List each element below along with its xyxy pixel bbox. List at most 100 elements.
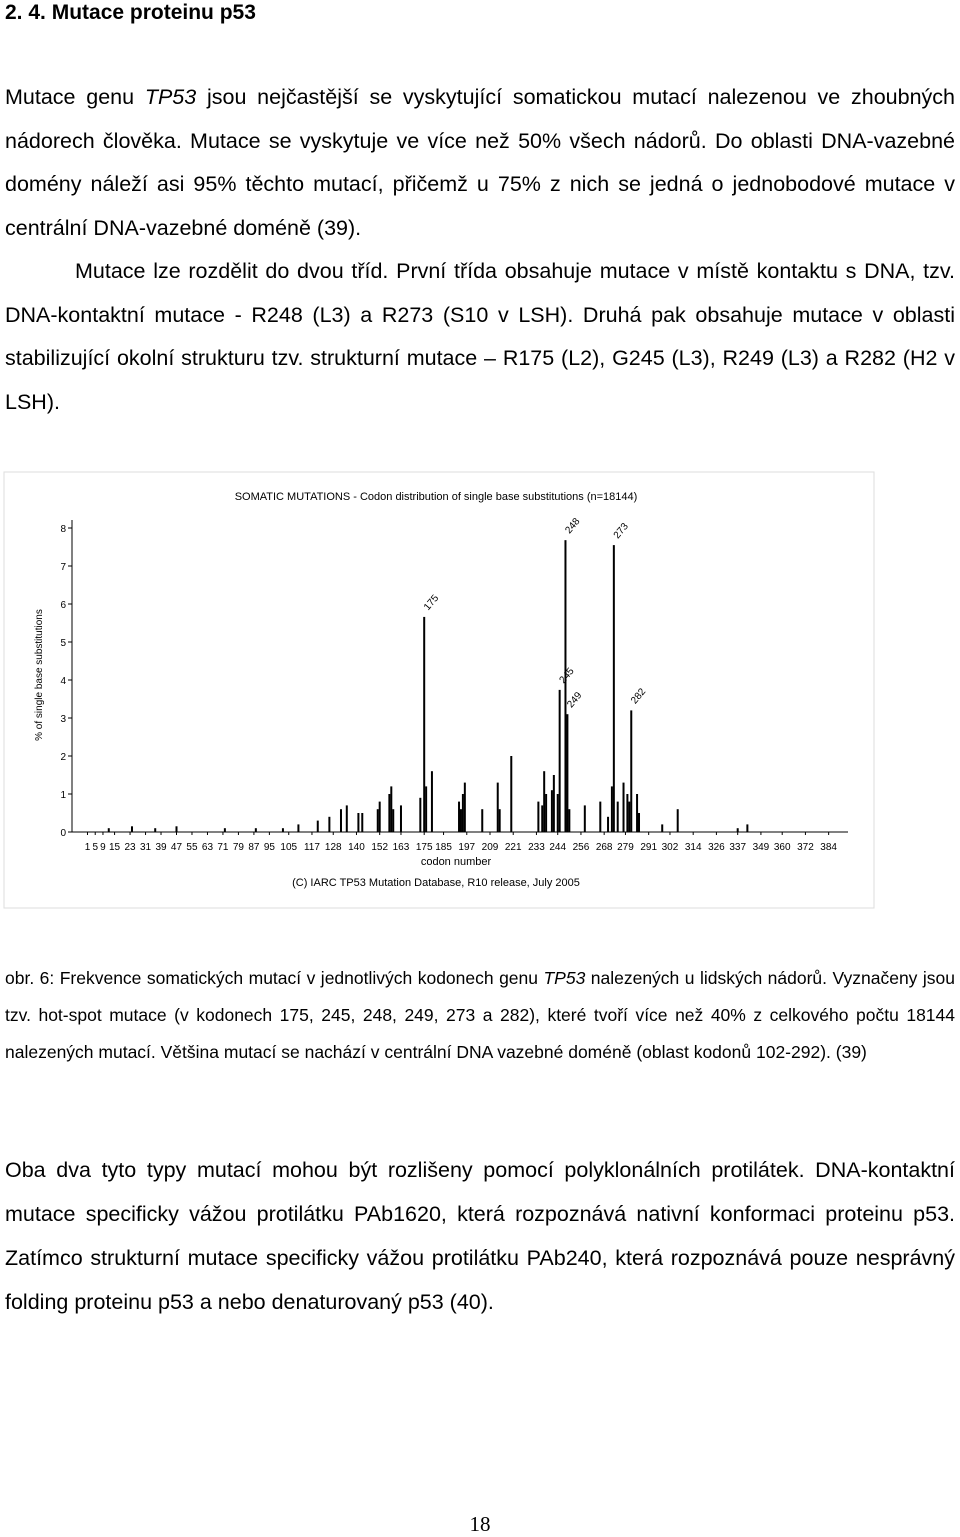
bar [676, 809, 679, 832]
x-tick-label: 55 [186, 842, 198, 853]
bar [339, 809, 342, 832]
x-tick-label: 63 [202, 842, 214, 853]
x-tick-label: 87 [248, 842, 260, 853]
x-tick-label: 221 [505, 842, 522, 853]
y-tick-label: 6 [60, 600, 66, 611]
bar [636, 794, 639, 832]
paragraph: Mutace genu TP53 jsou nejčastější se vys… [5, 76, 955, 250]
bar [345, 805, 348, 832]
bar [607, 816, 610, 832]
x-tick-label: 233 [528, 842, 545, 853]
text: TP53 [543, 968, 586, 988]
page-number: 18 [469, 1512, 491, 1536]
x-tick-label: 279 [617, 842, 634, 853]
bar [361, 813, 364, 832]
bar [430, 771, 433, 832]
x-tick-label: 117 [304, 842, 320, 853]
y-tick-label: 7 [60, 562, 66, 573]
paragraph: Oba dva tyto typy mutací mohou být rozli… [5, 1148, 955, 1324]
x-tick-label: 314 [685, 842, 702, 853]
x-tick-label: 372 [797, 842, 814, 853]
bar [661, 824, 664, 832]
bar [357, 813, 360, 832]
bar [630, 710, 633, 832]
text: jsou nejčastější se vyskytující somatick… [5, 85, 955, 240]
x-tick-label: 39 [155, 842, 167, 853]
bar [390, 786, 393, 832]
bar [425, 786, 428, 832]
bar [154, 828, 157, 832]
bar [130, 826, 133, 832]
bar [545, 794, 548, 832]
x-tick-label: 23 [124, 842, 136, 853]
x-tick-label: 95 [264, 842, 276, 853]
y-tick-label: 8 [60, 524, 66, 535]
x-tick-label: 163 [393, 842, 410, 853]
bar [481, 809, 484, 832]
bar [459, 809, 462, 832]
bar [496, 782, 499, 832]
bar [599, 801, 602, 832]
bar [107, 828, 110, 832]
x-tick-label: 326 [708, 842, 725, 853]
bar [566, 714, 569, 832]
text: Mutace lze rozdělit do dvou tříd. První … [5, 259, 955, 414]
paragraph: Mutace lze rozdělit do dvou tříd. První … [5, 250, 955, 424]
text: Mutace genu [5, 85, 145, 109]
y-axis-label: % of single base substitutions [34, 609, 45, 741]
x-tick-label: 128 [325, 842, 342, 853]
bar [297, 824, 300, 832]
x-tick-label: 31 [140, 842, 152, 853]
bar [388, 794, 391, 832]
bar [223, 828, 226, 832]
bar [378, 801, 381, 832]
chart: SOMATIC MUTATIONS - Codon distribution o… [3, 471, 875, 909]
bar [175, 826, 178, 832]
x-tick-label: 256 [573, 842, 590, 853]
bar [399, 805, 402, 832]
x-tick-label: 152 [371, 842, 388, 853]
caption: obr. 6: Frekvence somatických mutací v j… [5, 960, 955, 1071]
bar [610, 786, 613, 832]
bar [423, 616, 426, 832]
x-tick-label: 140 [348, 842, 365, 853]
bar [463, 782, 466, 832]
x-tick-label: 47 [171, 842, 183, 853]
heading: 2. 4. Mutace proteinu p53 [5, 1, 256, 24]
bar [568, 809, 571, 832]
x-tick-label: 302 [662, 842, 679, 853]
bar [419, 797, 422, 832]
x-tick-label: 291 [640, 842, 657, 853]
x-tick-label: 105 [280, 842, 297, 853]
x-tick-label: 79 [233, 842, 245, 853]
x-tick-label: 15 [109, 842, 121, 853]
y-tick-label: 2 [60, 752, 66, 763]
x-tick-label: 175 [416, 842, 433, 853]
text: TP53 [144, 85, 197, 109]
bar [541, 805, 544, 832]
y-tick-label: 0 [60, 828, 66, 839]
bar [392, 809, 395, 832]
text: Oba dva tyto typy mutací mohou být rozli… [5, 1158, 955, 1314]
bar [461, 794, 464, 832]
x-axis-label: codon number [421, 856, 492, 868]
x-tick-label: 5 [92, 842, 98, 853]
bar [612, 545, 615, 832]
x-tick-label: 244 [549, 842, 566, 853]
bar [537, 801, 540, 832]
bar [616, 801, 619, 832]
x-tick-label: 185 [435, 842, 452, 853]
bar [746, 824, 749, 832]
x-tick-label: 9 [100, 842, 106, 853]
x-tick-label: 384 [820, 842, 837, 853]
x-tick-label: 71 [217, 842, 229, 853]
bar [376, 809, 379, 832]
y-tick-label: 3 [60, 714, 66, 725]
x-tick-label: 268 [596, 842, 613, 853]
y-tick-label: 1 [60, 790, 66, 801]
bar [458, 801, 461, 832]
x-tick-label: 209 [482, 842, 499, 853]
chart-frame [3, 471, 875, 909]
bar [626, 794, 629, 832]
